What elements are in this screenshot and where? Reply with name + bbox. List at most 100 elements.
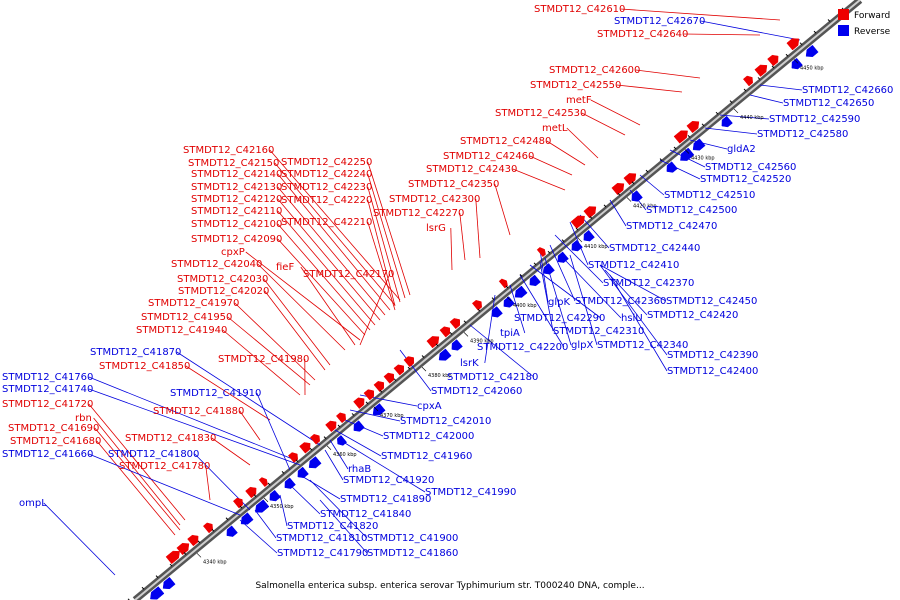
reverse-gene-label[interactable]: STMDT12_C42440 — [609, 243, 700, 254]
reverse-gene-label[interactable]: cpxA — [417, 401, 442, 412]
forward-gene-arrow[interactable] — [439, 326, 451, 338]
reverse-gene-label[interactable]: STMDT12_C42670 — [614, 16, 705, 27]
forward-gene-label[interactable]: STMDT12_C41940 — [136, 325, 227, 336]
reverse-gene-label[interactable]: STMDT12_C42000 — [383, 431, 474, 442]
reverse-gene-label[interactable]: STMDT12_C42410 — [588, 260, 679, 271]
reverse-gene-arrow[interactable] — [284, 477, 296, 489]
forward-gene-label[interactable]: STMDT12_C42160 — [183, 145, 274, 156]
reverse-gene-label[interactable]: STMDT12_C41860 — [367, 548, 458, 559]
forward-gene-arrow[interactable] — [393, 364, 405, 376]
reverse-gene-label[interactable]: STMDT12_C42510 — [664, 190, 755, 201]
reverse-gene-label[interactable]: STMDT12_C42500 — [646, 205, 737, 216]
reverse-gene-arrow[interactable] — [529, 274, 541, 287]
reverse-gene-label[interactable]: rhaB — [348, 464, 371, 475]
reverse-gene-arrow[interactable] — [692, 138, 706, 151]
forward-gene-label[interactable]: STMDT12_C42130 — [191, 182, 282, 193]
reverse-gene-label[interactable]: STMDT12_C42180 — [447, 372, 538, 383]
forward-gene-arrow[interactable] — [403, 356, 415, 368]
reverse-gene-label[interactable]: STMDT12_C41740 — [2, 384, 93, 395]
forward-gene-arrow[interactable] — [202, 522, 213, 534]
reverse-gene-arrow[interactable] — [666, 161, 678, 173]
forward-gene-label[interactable]: lsrG — [426, 223, 446, 234]
forward-gene-label[interactable]: STMDT12_C41720 — [2, 399, 93, 410]
reverse-gene-label[interactable]: hslU — [621, 313, 643, 324]
forward-gene-arrow[interactable] — [686, 121, 700, 134]
forward-gene-arrow[interactable] — [583, 206, 597, 219]
reverse-gene-arrow[interactable] — [269, 489, 281, 502]
forward-gene-label[interactable]: STMDT12_C41970 — [148, 298, 239, 309]
forward-gene-arrow[interactable] — [309, 434, 320, 445]
forward-gene-label[interactable]: STMDT12_C42020 — [178, 286, 269, 297]
forward-gene-label[interactable]: STMDT12_C42090 — [191, 234, 282, 245]
forward-gene-arrow[interactable] — [165, 550, 180, 565]
reverse-gene-arrow[interactable] — [514, 285, 528, 298]
reverse-gene-label[interactable]: STMDT12_C41920 — [343, 475, 434, 486]
reverse-gene-arrow[interactable] — [631, 190, 643, 202]
reverse-gene-arrow[interactable] — [791, 57, 803, 70]
forward-gene-label[interactable]: STMDT12_C42640 — [597, 29, 688, 40]
forward-gene-label[interactable]: STMDT12_C42550 — [530, 80, 621, 91]
forward-gene-arrow[interactable] — [754, 64, 768, 77]
reverse-gene-label[interactable]: STMDT12_C42390 — [667, 350, 758, 361]
forward-gene-arrow[interactable] — [498, 278, 508, 289]
forward-gene-arrow[interactable] — [767, 54, 779, 67]
reverse-gene-label[interactable]: STMDT12_C42200 — [477, 342, 568, 353]
forward-gene-arrow[interactable] — [187, 534, 199, 547]
forward-gene-arrow[interactable] — [325, 420, 337, 433]
reverse-gene-label[interactable]: STMDT12_C41800 — [108, 449, 199, 460]
forward-gene-label[interactable]: STMDT12_C42120 — [191, 194, 282, 205]
reverse-gene-arrow[interactable] — [337, 435, 348, 446]
forward-gene-label[interactable]: STMDT12_C42210 — [281, 217, 372, 228]
forward-gene-label[interactable]: STMDT12_C42300 — [389, 194, 480, 205]
reverse-gene-label[interactable]: glpK — [548, 297, 570, 308]
reverse-gene-label[interactable]: glpX — [571, 340, 593, 351]
forward-gene-label[interactable]: STMDT12_C41950 — [141, 312, 232, 323]
reverse-gene-label[interactable]: STMDT12_C42310 — [553, 326, 644, 337]
reverse-gene-label[interactable]: STMDT12_C41910 — [170, 388, 261, 399]
forward-gene-label[interactable]: STMDT12_C42170 — [303, 269, 394, 280]
forward-gene-label[interactable]: STMDT12_C42530 — [495, 108, 586, 119]
forward-gene-arrow[interactable] — [786, 38, 800, 51]
reverse-gene-label[interactable]: STMDT12_C42400 — [667, 366, 758, 377]
reverse-gene-arrow[interactable] — [226, 525, 238, 537]
forward-gene-label[interactable]: STMDT12_C42600 — [549, 65, 640, 76]
reverse-gene-label[interactable]: STMDT12_C42660 — [802, 85, 893, 96]
forward-gene-label[interactable]: STMDT12_C42110 — [191, 206, 282, 217]
forward-gene-arrow[interactable] — [383, 372, 395, 384]
forward-gene-label[interactable]: fieF — [276, 262, 294, 273]
reverse-gene-label[interactable]: STMDT12_C41960 — [381, 451, 472, 462]
forward-gene-label[interactable]: STMDT12_C42460 — [443, 151, 534, 162]
reverse-gene-arrow[interactable] — [353, 420, 365, 432]
forward-gene-label[interactable]: STMDT12_C42040 — [171, 259, 262, 270]
reverse-gene-label[interactable]: gldA2 — [727, 144, 756, 155]
forward-gene-label[interactable]: STMDT12_C42150 — [188, 158, 279, 169]
forward-gene-label[interactable]: metL — [542, 123, 568, 134]
reverse-gene-arrow[interactable] — [162, 576, 176, 590]
reverse-gene-arrow[interactable] — [491, 306, 503, 318]
reverse-gene-label[interactable]: STMDT12_C42650 — [783, 98, 874, 109]
reverse-gene-arrow[interactable] — [571, 239, 583, 252]
reverse-gene-label[interactable]: STMDT12_C42360 — [575, 296, 666, 307]
reverse-gene-arrow[interactable] — [680, 147, 695, 161]
forward-gene-arrow[interactable] — [176, 543, 190, 556]
reverse-gene-label[interactable]: STMDT12_C42060 — [431, 386, 522, 397]
reverse-gene-arrow[interactable] — [583, 229, 595, 242]
forward-gene-label[interactable]: metF — [566, 95, 592, 106]
forward-gene-arrow[interactable] — [335, 412, 346, 424]
forward-gene-label[interactable]: STMDT12_C41830 — [125, 433, 216, 444]
forward-gene-arrow[interactable] — [353, 397, 365, 409]
forward-gene-arrow[interactable] — [611, 183, 625, 196]
reverse-gene-arrow[interactable] — [255, 499, 270, 513]
reverse-gene-label[interactable]: STMDT12_C42340 — [597, 340, 688, 351]
reverse-gene-arrow[interactable] — [297, 466, 309, 479]
forward-gene-arrow[interactable] — [287, 452, 298, 463]
reverse-gene-arrow[interactable] — [240, 512, 254, 525]
forward-gene-label[interactable]: STMDT12_C42030 — [177, 274, 268, 285]
reverse-gene-arrow[interactable] — [543, 263, 555, 275]
forward-gene-arrow[interactable] — [299, 442, 311, 454]
forward-gene-label[interactable]: STMDT12_C42430 — [426, 164, 517, 175]
reverse-gene-label[interactable]: STMDT12_C42010 — [400, 416, 491, 427]
reverse-gene-label[interactable]: STMDT12_C41990 — [425, 487, 516, 498]
reverse-gene-label[interactable]: lsrK — [460, 358, 479, 369]
reverse-gene-arrow[interactable] — [372, 403, 386, 416]
